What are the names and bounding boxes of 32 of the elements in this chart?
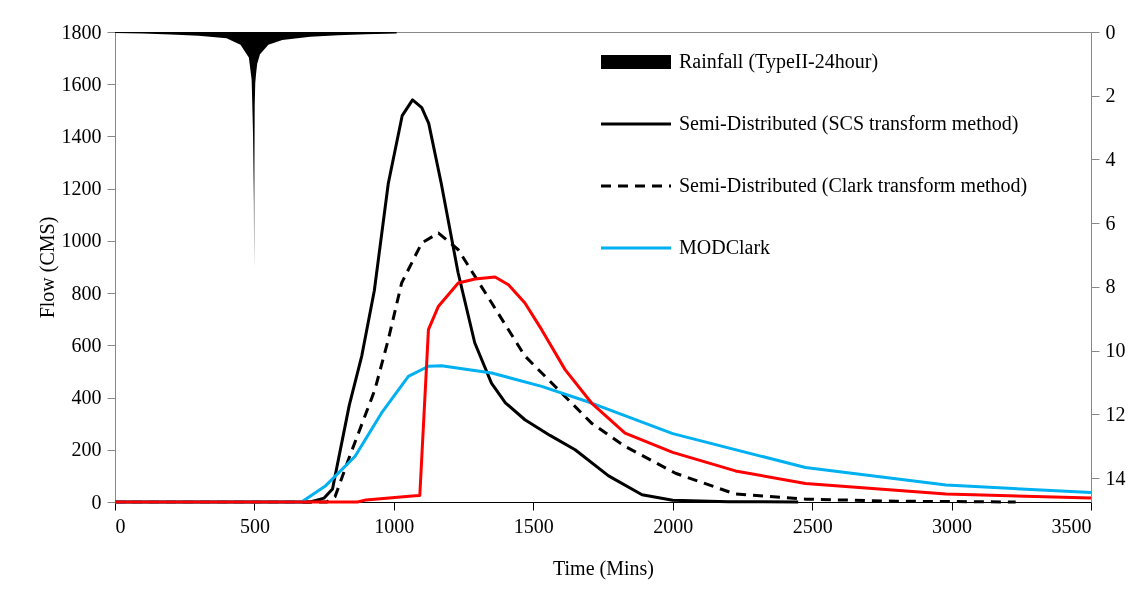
y-tick-label: 600: [71, 333, 102, 356]
x-tick-label: 1000: [374, 514, 415, 537]
y-tick-label: 0: [91, 490, 102, 513]
x-tick-label: 0: [115, 514, 126, 537]
y-tick-label: 1200: [61, 177, 102, 200]
x-tick-label: 2000: [653, 514, 694, 537]
x-axis-title: Time (Mins): [553, 556, 654, 580]
y2-tick-label: 14: [1105, 466, 1126, 489]
y-tick-label: 1000: [61, 229, 102, 252]
y2-tick-label: 0: [1105, 20, 1116, 43]
y2-tick-label: 4: [1105, 147, 1116, 170]
legend-label: MODClark: [679, 236, 771, 258]
y2-tick-label: 12: [1105, 402, 1126, 425]
legend-label: Rainfall (TypeII-24hour): [679, 50, 879, 73]
y2-tick-label: 8: [1105, 275, 1116, 298]
y-axis-title: Flow (CMS): [35, 216, 59, 319]
y-tick-label: 1800: [61, 20, 102, 43]
y2-tick-label: 6: [1105, 211, 1116, 234]
y-tick-label: 1400: [61, 124, 102, 147]
x-tick-label: 3000: [932, 514, 973, 537]
y-tick-label: 1600: [61, 72, 102, 95]
x-tick-label: 500: [239, 514, 270, 537]
x-tick-label: 2500: [792, 514, 833, 537]
y-tick-label: 800: [71, 281, 102, 304]
y2-tick-label: 10: [1105, 339, 1126, 362]
legend-label: Semi-Distributed (SCS transform method): [679, 112, 1019, 135]
y-tick-label: 400: [71, 386, 102, 409]
x-tick-label: 3500: [1051, 514, 1092, 537]
x-tick-label: 1500: [513, 514, 554, 537]
y-tick-label: 200: [71, 438, 102, 461]
legend-label: Semi-Distributed (Clark transform method): [679, 174, 1028, 197]
y2-tick-label: 2: [1105, 84, 1116, 107]
